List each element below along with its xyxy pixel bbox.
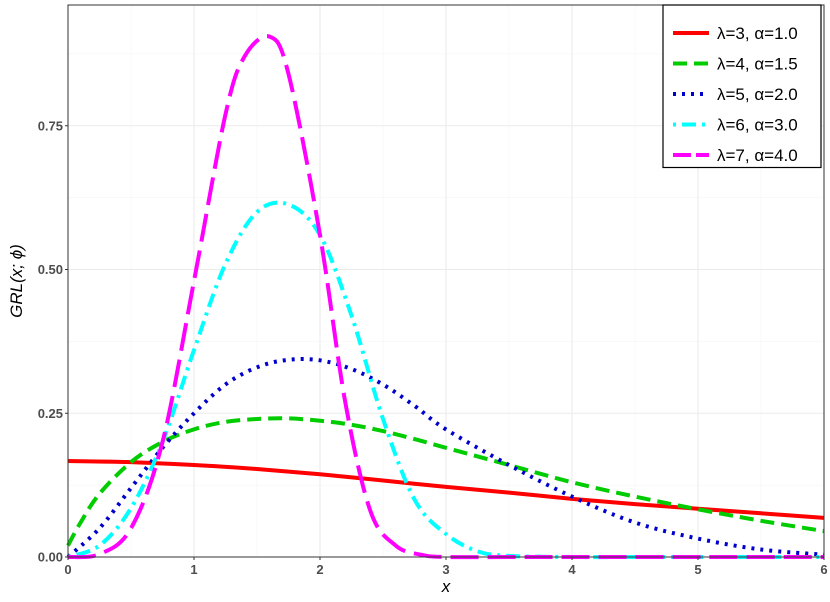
- x-tick-label: 3: [442, 562, 449, 577]
- x-tick-label: 0: [64, 562, 71, 577]
- x-tick-label: 2: [316, 562, 323, 577]
- y-tick-label: 0.00: [38, 550, 63, 565]
- x-tick-label: 5: [694, 562, 701, 577]
- series-line-5: [67, 34, 824, 560]
- series-line-1: [67, 459, 825, 520]
- y-tick-label: 0.75: [38, 118, 63, 133]
- axis-ticks: 0 1 2 3 4 5 6 0.00 0.25 0.50 0.75: [38, 118, 828, 577]
- x-tick-label: 1: [190, 562, 197, 577]
- legend-label-3: λ=5, α=2.0: [717, 85, 798, 104]
- legend: λ=3, α=1.0 λ=4, α=1.5 λ=5, α=2.0 λ=6, α=3.0…: [662, 4, 822, 169]
- legend-label-1: λ=3, α=1.0: [717, 24, 798, 43]
- legend-label-2: λ=4, α=1.5: [717, 55, 798, 74]
- x-tick-label: 4: [568, 562, 576, 577]
- x-tick-label: 6: [820, 562, 827, 577]
- y-tick-label: 0.25: [38, 406, 63, 421]
- x-axis-title: x: [441, 577, 451, 596]
- y-axis-title: GRL(x; ϕ): [7, 244, 26, 318]
- legend-label-5: λ=7, α=4.0: [717, 146, 798, 165]
- y-tick-label: 0.50: [38, 262, 63, 277]
- legend-label-4: λ=6, α=3.0: [717, 116, 798, 135]
- series-line-2: [66, 416, 825, 547]
